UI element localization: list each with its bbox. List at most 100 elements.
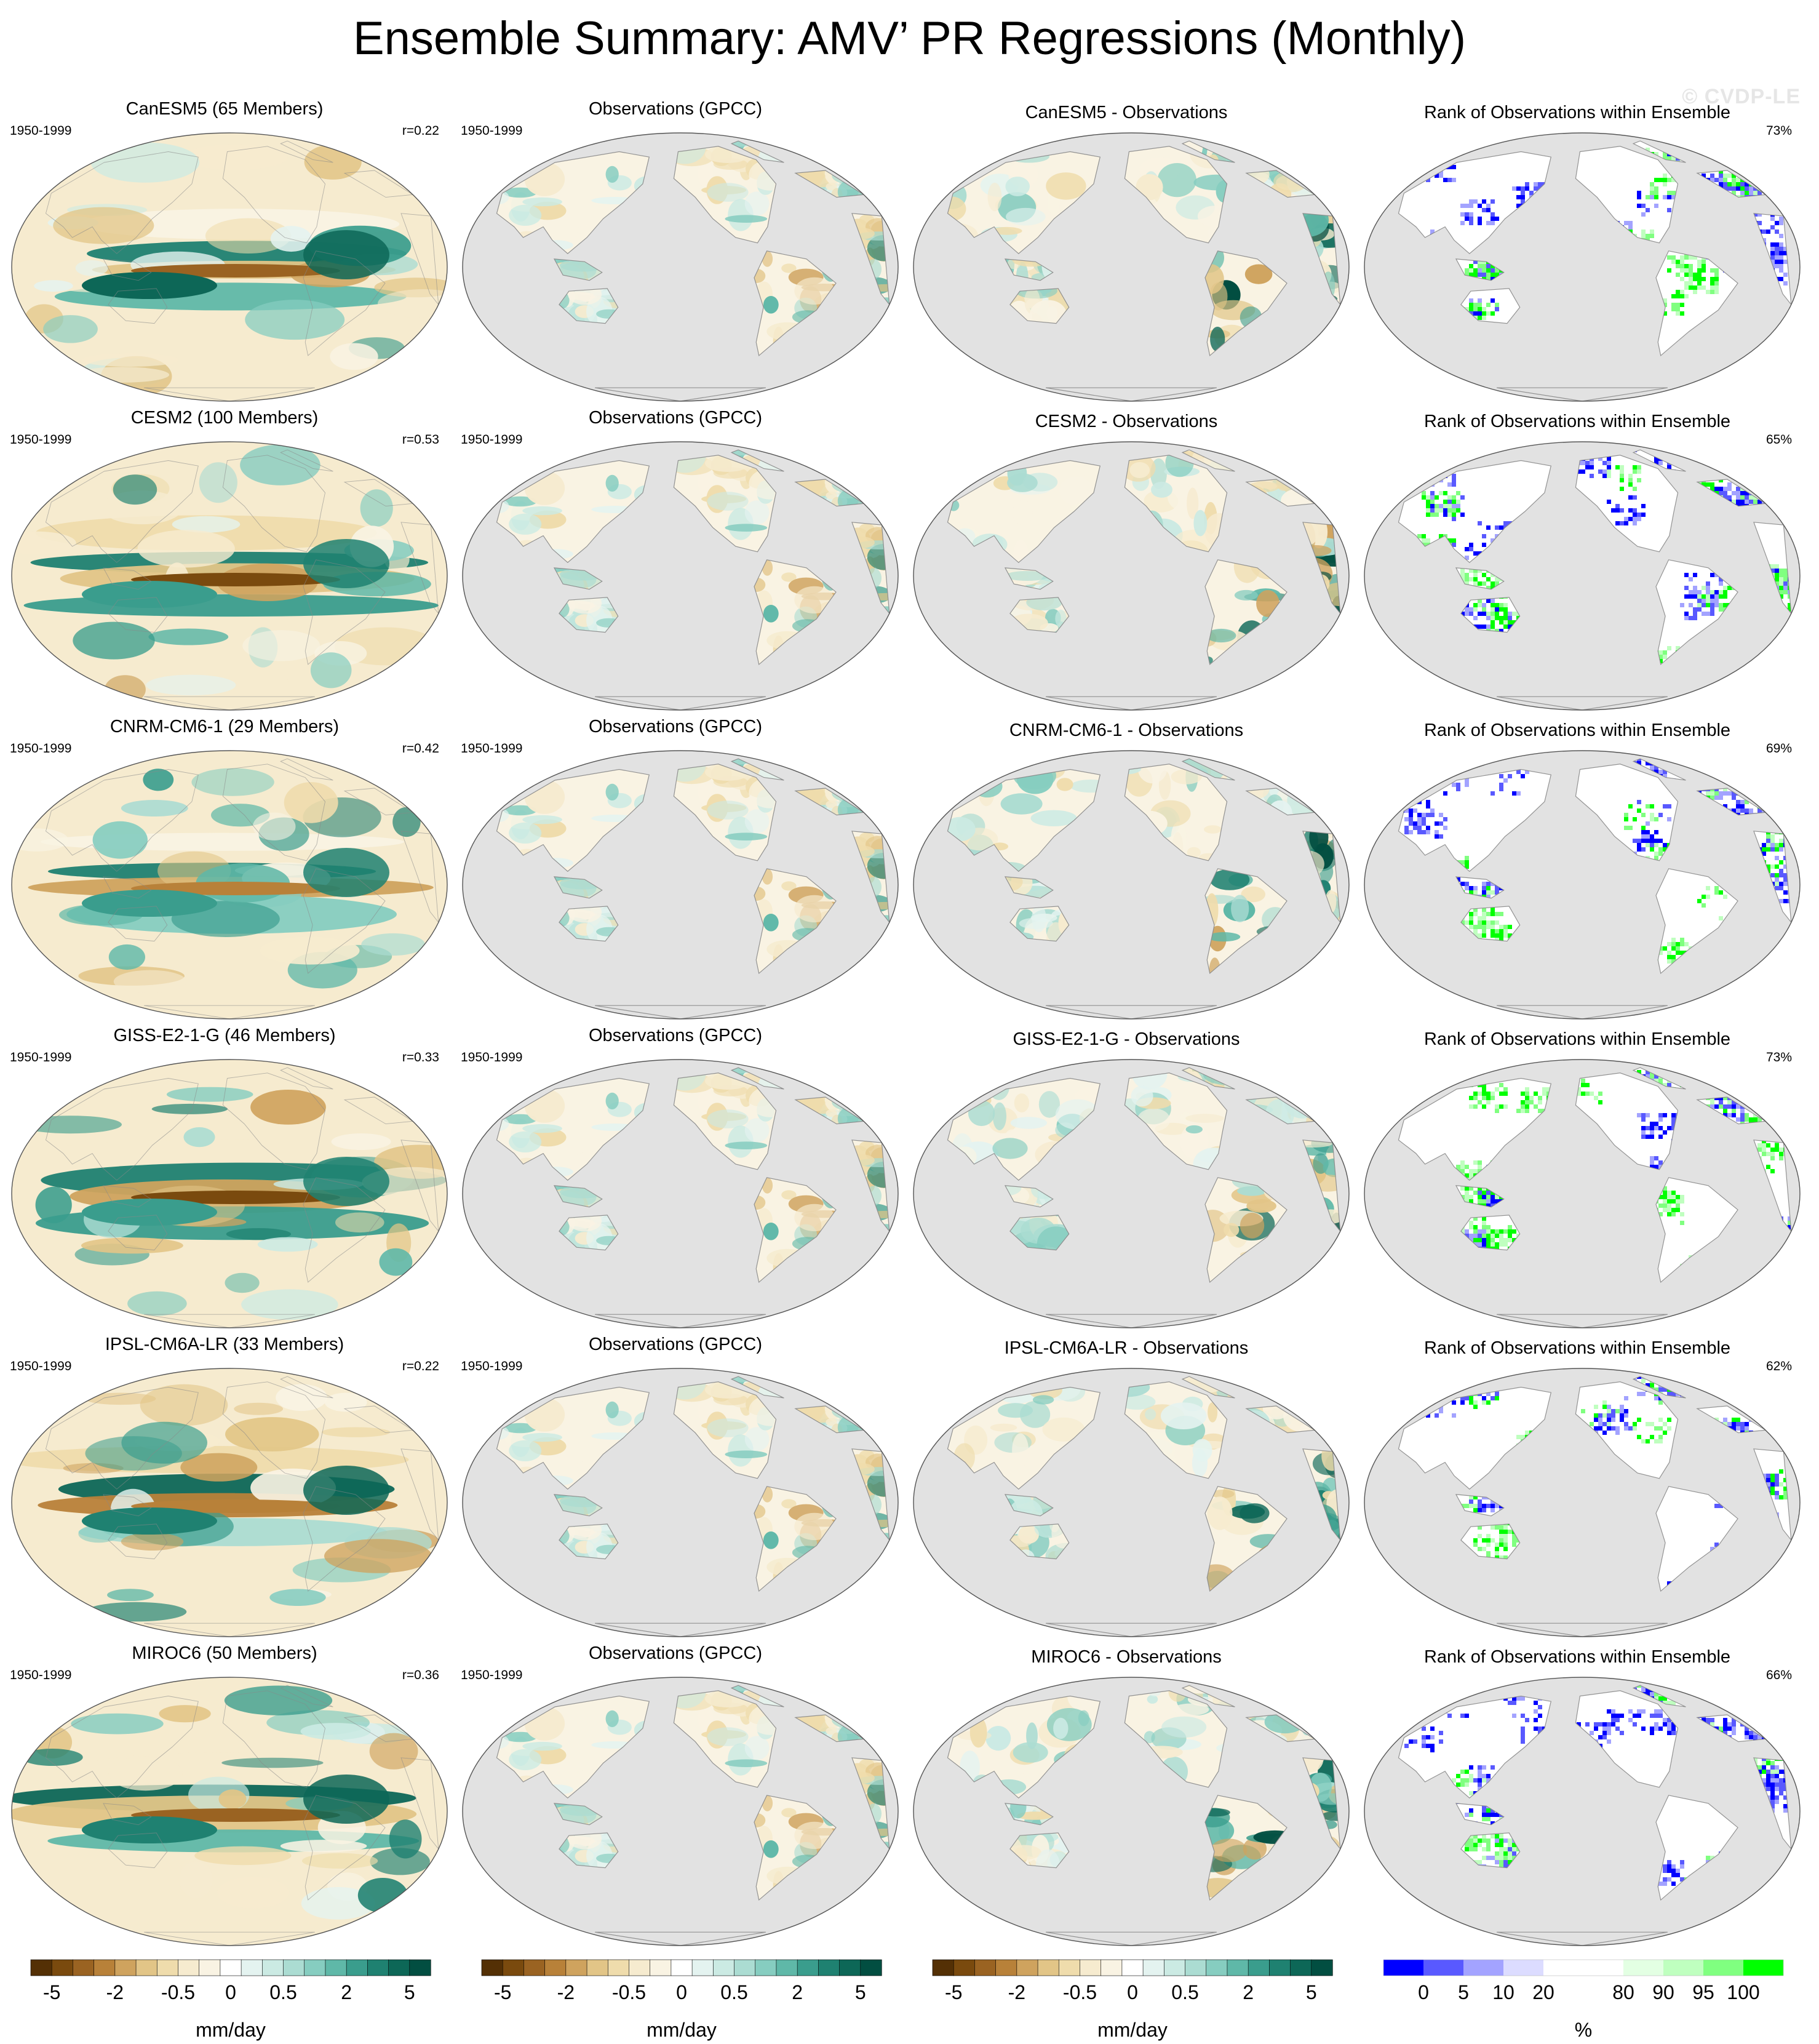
colorbar-unit-label: mm/day	[1097, 2019, 1168, 2041]
colorbar-swatch	[713, 1959, 735, 1976]
period-label: 1950-1999	[10, 741, 72, 756]
diff-map	[910, 1366, 1352, 1639]
map-border	[1364, 132, 1801, 402]
rank-map	[1361, 1366, 1803, 1639]
colorbar-swatch	[73, 1959, 95, 1976]
obs-map	[460, 1057, 901, 1330]
model-panel: IPSL-CM6A-LR (33 Members) 1950-1999 r=0.22	[0, 1334, 449, 1642]
colorbar-swatch	[325, 1959, 347, 1976]
rank-percent-label: 73%	[1765, 124, 1792, 138]
colorbar-swatch	[629, 1959, 651, 1976]
colorbar-swatch	[1743, 1960, 1784, 1976]
obs-panel: Observations (GPCC) 1950-1999	[451, 1643, 900, 1950]
rank-map-svg	[1364, 1677, 1801, 1946]
rank-panel-title: Rank of Observations within Ensemble	[1423, 1647, 1731, 1667]
obs-map-svg	[462, 1059, 899, 1328]
colorbar-swatch	[262, 1959, 284, 1976]
rank-panel: Rank of Observations within Ensemble 65%	[1353, 407, 1802, 715]
panel-row: GISS-E2-1-G (46 Members) 1950-1999 r=0.33 O…	[0, 1025, 1819, 1333]
map-border	[1364, 1368, 1801, 1637]
diff-panel: CESM2 - Observations	[902, 407, 1351, 715]
map-border	[1364, 750, 1801, 1020]
map-border	[462, 441, 899, 711]
colorbar-swatch	[1423, 1960, 1464, 1976]
colorbar-tick-label: -5	[945, 1981, 962, 2003]
pattern-correlation-label: r=0.33	[402, 1050, 439, 1064]
model-panel-title: CanESM5 (65 Members)	[125, 99, 324, 119]
colorbar-swatch	[671, 1959, 693, 1976]
rank-panel: Rank of Observations within Ensemble 66%	[1353, 1643, 1802, 1950]
colorbar-swatch	[481, 1959, 503, 1976]
diff-panel-title: CNRM-CM6-1 - Observations	[1009, 721, 1244, 740]
model-map	[9, 1366, 450, 1639]
obs-map-svg	[462, 132, 899, 402]
colorbar-swatch	[1058, 1959, 1081, 1976]
colorbar-swatch	[953, 1959, 976, 1976]
obs-panel-title: Observations (GPCC)	[588, 1643, 762, 1663]
obs-panel: Observations (GPCC) 1950-1999	[451, 1025, 900, 1333]
colorbar-swatch	[1121, 1959, 1144, 1976]
colorbar-swatch	[1164, 1959, 1186, 1976]
colorbar-swatch	[776, 1959, 798, 1976]
pattern-correlation-label: r=0.36	[402, 1668, 439, 1682]
map-border	[11, 1677, 448, 1946]
rank-percent-label: 66%	[1765, 1668, 1792, 1682]
colorbar-swatch	[135, 1959, 157, 1976]
colorbar-swatch	[523, 1959, 546, 1976]
model-map	[9, 130, 450, 404]
colorbar-swatch	[1543, 1960, 1584, 1976]
colorbar-swatch	[1623, 1960, 1664, 1976]
colorbar-tick-label: -2	[557, 1981, 575, 2003]
obs-panel: Observations (GPCC) 1950-1999	[451, 1334, 900, 1642]
rank-panel-title: Rank of Observations within Ensemble	[1423, 1029, 1731, 1049]
rank-percent-label: 69%	[1765, 741, 1792, 756]
colorbar-tick-label: 5	[1306, 1981, 1317, 2003]
colorbar-swatch	[304, 1959, 326, 1976]
colorbar-tick-label: 0.5	[720, 1981, 747, 2003]
period-label: 1950-1999	[10, 1668, 72, 1682]
model-panel: GISS-E2-1-G (46 Members) 1950-1999 r=0.33	[0, 1025, 449, 1333]
model-map-svg	[11, 1677, 448, 1946]
pattern-correlation-label: r=0.22	[402, 124, 439, 138]
obs-panel: Observations (GPCC) 1950-1999	[451, 98, 900, 406]
diff-map-svg	[913, 1368, 1350, 1637]
rank-map	[1361, 1675, 1803, 1948]
colorbar-tick-label: 2	[1243, 1981, 1254, 2003]
rank-panel: Rank of Observations within Ensemble 73%	[1353, 98, 1802, 406]
diff-panel: IPSL-CM6A-LR - Observations	[902, 1334, 1351, 1642]
map-border	[913, 1368, 1350, 1637]
map-border	[11, 1368, 448, 1637]
model-map-svg	[11, 750, 448, 1020]
period-label: 1950-1999	[461, 741, 523, 756]
diff-map	[910, 1675, 1352, 1948]
map-border	[913, 1677, 1350, 1946]
map-border	[11, 132, 448, 402]
period-label: 1950-1999	[461, 124, 523, 138]
map-border	[913, 132, 1350, 402]
precip-colorbar: -5 -2 -0.5 0 0.5 2 5 mm/day	[30, 1959, 431, 2041]
period-label: 1950-1999	[10, 1359, 72, 1373]
colorbar-swatch	[565, 1959, 587, 1976]
rank-map-svg	[1364, 441, 1801, 711]
colorbar-tick-label: -2	[1008, 1981, 1025, 2003]
colorbar-unit-label: mm/day	[196, 2019, 266, 2041]
colorbar-swatch	[1248, 1959, 1270, 1976]
colorbar-swatch	[51, 1959, 74, 1976]
colorbar-tick-label: 0	[676, 1981, 687, 2003]
obs-map	[460, 748, 901, 1021]
rank-map-svg	[1364, 132, 1801, 402]
obs-map-svg	[462, 1677, 899, 1946]
period-label: 1950-1999	[10, 433, 72, 447]
map-border	[462, 1368, 899, 1637]
obs-panel-title: Observations (GPCC)	[588, 1026, 762, 1045]
colorbar-swatch	[1383, 1960, 1424, 1976]
diff-panel: CNRM-CM6-1 - Observations	[902, 716, 1351, 1024]
model-map	[9, 439, 450, 713]
colorbar-swatch	[755, 1959, 777, 1976]
obs-panel: Observations (GPCC) 1950-1999	[451, 407, 900, 715]
colorbar-tick-label: 100	[1727, 1981, 1759, 2003]
colorbar-tick-label: 5	[855, 1981, 866, 2003]
rank-panel: Rank of Observations within Ensemble 69%	[1353, 716, 1802, 1024]
period-label: 1950-1999	[461, 1050, 523, 1064]
colorbar-swatch	[544, 1959, 567, 1976]
